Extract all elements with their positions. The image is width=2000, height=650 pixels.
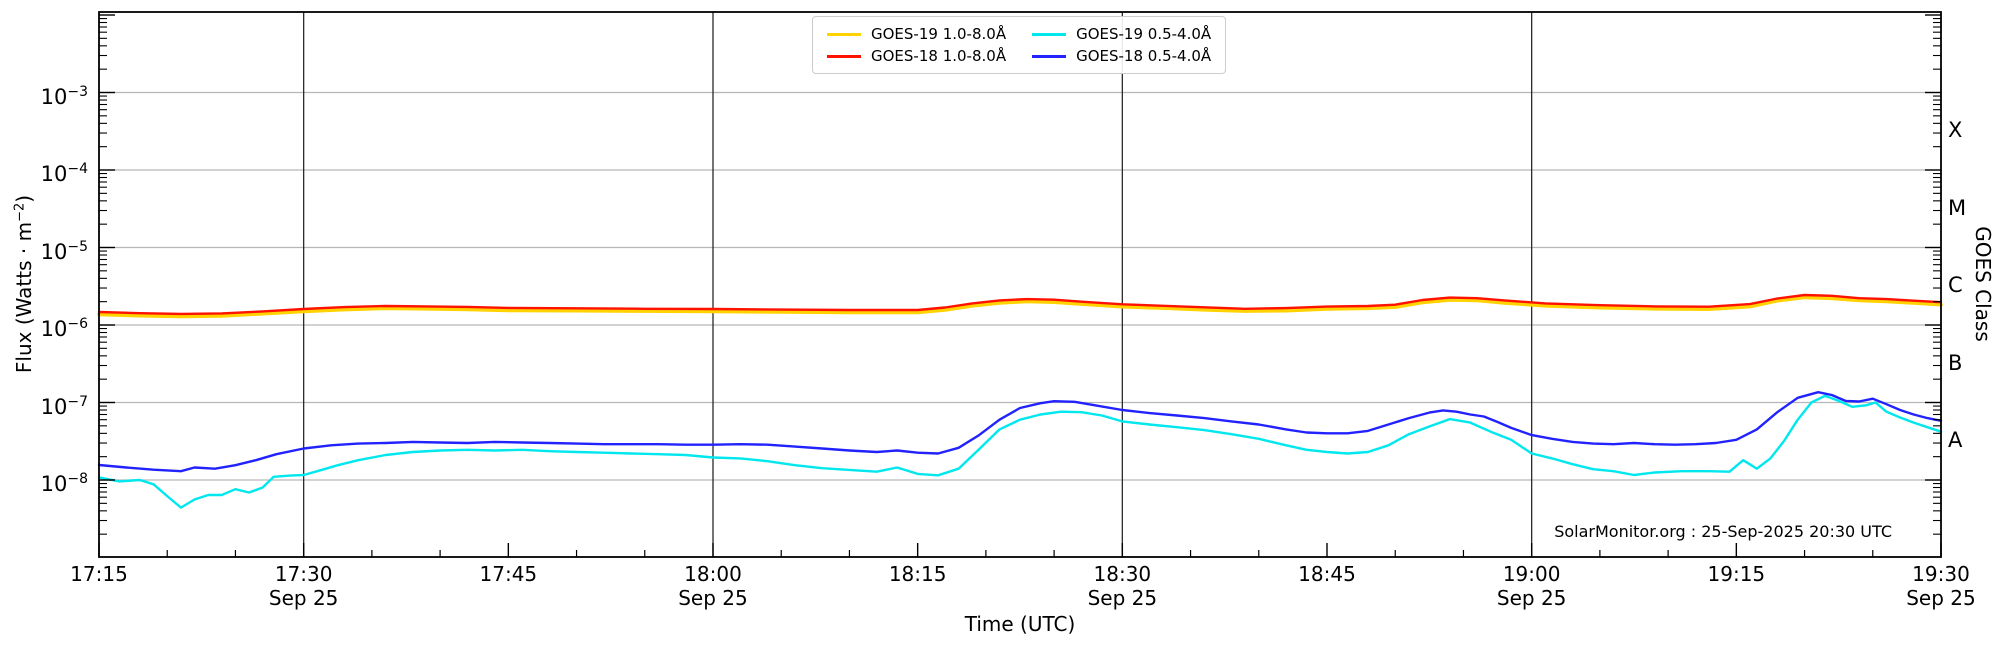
x-tick-label: 17:15 [39,563,159,585]
goes-class-letter-a: A [1948,428,1963,453]
legend-line-swatch [1032,32,1067,36]
legend-label: GOES-19 1.0-8.0Å [871,25,1007,43]
y-tick-label: 10−6 [40,316,88,341]
legend-line-swatch [827,54,861,58]
series-goes-18-0-5-4-0- [97,391,1943,473]
legend-label: GOES-19 0.5-4.0Å [1076,25,1212,43]
legend-item: GOES-19 1.0-8.0Å [827,25,1006,43]
goes-class-letter-m: M [1948,195,1967,220]
legend-line-swatch [1032,54,1067,58]
x-tick-time: 18:15 [888,562,947,586]
x-tick-time: 19:30 [1912,562,1970,586]
goes-class-letter-x: X [1948,118,1963,143]
x-tick-time: 19:00 [1502,562,1561,586]
right-axis-title: GOES Class [1971,226,1995,342]
y-axis-title-prefix: Flux (Watts · m [12,221,36,374]
legend-item: GOES-18 1.0-8.0Å [827,47,1006,65]
x-tick-label: 18:30 Sep 25 [1062,563,1182,609]
y-tick-label: 10−3 [40,83,88,109]
series-goes-19-1-0-8-0- [97,295,1943,319]
legend-line-swatch [827,32,861,36]
goes-class-letter-c: C [1948,273,1963,298]
x-tick-time: 18:45 [1298,562,1356,586]
x-tick-label: 19:00 Sep 25 [1472,563,1592,609]
x-tick-time: 17:30 [274,562,333,586]
source-annotation: SolarMonitor.org : 25-Sep-2025 20:30 UTC [1554,522,1892,541]
x-tick-label: 18:45 [1267,563,1387,585]
legend-item: GOES-19 0.5-4.0Å [1032,25,1211,43]
y-axis-title-suffix: ) [12,194,36,203]
x-tick-time: 17:15 [70,562,128,586]
y-tick-label: 10−7 [40,393,88,419]
series-goes-18-1-0-8-0- [97,293,1943,316]
x-tick-label: 17:45 [448,563,568,585]
legend-label: GOES-18 0.5-4.0Å [1076,47,1212,65]
series-goes-19-0-5-4-0- [97,394,1943,509]
y-tick-label: 10−5 [40,238,88,264]
x-tick-label: 17:30 Sep 25 [244,563,364,609]
legend: GOES-19 1.0-8.0Å GOES-18 1.0-8.0Å GOES-19 … [812,16,1227,74]
y-axis-title-superscript: −2 [12,202,28,222]
x-tick-label: 19:30 Sep 25 [1881,563,2000,609]
x-tick-date: Sep 25 [678,586,748,610]
x-tick-label: 19:15 [1676,563,1796,585]
x-tick-time: 18:30 [1093,562,1152,586]
goes-class-letter-b: B [1948,350,1963,375]
x-tick-label: 18:15 [858,563,978,585]
x-axis-title: Time (UTC) [964,612,1076,636]
x-tick-label: 18:00 Sep 25 [653,563,773,609]
x-tick-date: Sep 25 [1087,586,1158,610]
y-tick-label: 10−4 [40,161,88,186]
x-tick-date: Sep 25 [1906,586,1976,610]
x-tick-time: 18:00 [684,562,742,586]
legend-label: GOES-18 1.0-8.0Å [871,47,1007,65]
x-tick-date: Sep 25 [268,586,339,610]
x-tick-time: 19:15 [1707,562,1766,586]
plot-border [98,11,1942,558]
x-tick-time: 17:45 [479,562,538,586]
y-tick-label: 10−8 [40,471,88,496]
legend-item: GOES-18 0.5-4.0Å [1032,47,1211,65]
x-tick-date: Sep 25 [1496,586,1567,610]
y-axis-title: Flux (Watts · m−2) [12,174,36,394]
